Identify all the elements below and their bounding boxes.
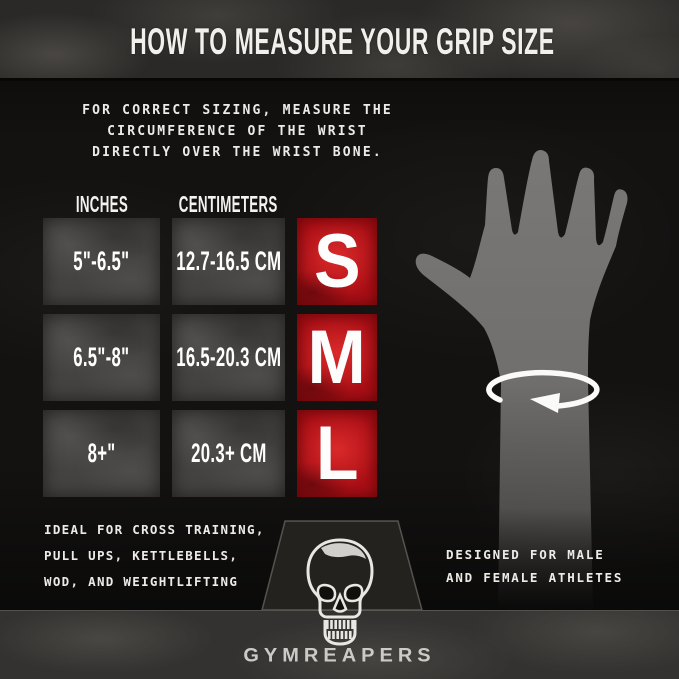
- instruction-line-2: CIRCUMFERENCE OF THE WRIST: [107, 124, 368, 139]
- hand-shape: [415, 150, 628, 610]
- title-banner: [0, 0, 679, 81]
- cell-inches-large: 8+": [43, 410, 160, 497]
- size-chart: INCHES CENTIMETERS 5"-6.5" 12.7-16.5 CM …: [43, 190, 377, 506]
- cell-cm-medium: 16.5-20.3 CM: [172, 314, 285, 401]
- header-size-spacer: [297, 190, 377, 218]
- page-title-text: HOW TO MEASURE YOUR GRIP SIZE: [130, 21, 555, 62]
- use-cases-line-3: WOD, AND WEIGHTLIFTING: [44, 574, 239, 589]
- use-cases-line-1: IDEAL FOR CROSS TRAINING,: [44, 522, 265, 537]
- brand-wordmark: GYMREAPERS: [243, 645, 436, 667]
- logo-backdrop: [261, 520, 423, 610]
- header-centimeters: CENTIMETERS: [179, 190, 278, 217]
- instruction-line-1: FOR CORRECT SIZING, MEASURE THE: [82, 103, 393, 118]
- header-inches: INCHES: [75, 190, 128, 217]
- audience-note: DESIGNED FOR MALE AND FEMALE ATHLETES: [446, 543, 623, 589]
- size-badge-large: L: [297, 410, 377, 497]
- use-cases-line-2: PULL UPS, KETTLEBELLS,: [44, 548, 239, 563]
- table-row: 5"-6.5" 12.7-16.5 CM S: [43, 218, 377, 314]
- skull-logo-icon: [306, 538, 374, 646]
- sizing-instructions: FOR CORRECT SIZING, MEASURE THE CIRCUMFE…: [55, 100, 420, 163]
- page-title: HOW TO MEASURE YOUR GRIP SIZE: [0, 21, 679, 63]
- cell-inches-small: 5"-6.5": [43, 218, 160, 305]
- cell-cm-large: 20.3+ CM: [172, 410, 285, 497]
- use-cases-note: IDEAL FOR CROSS TRAINING, PULL UPS, KETT…: [44, 517, 265, 595]
- audience-line-2: AND FEMALE ATHLETES: [446, 570, 624, 585]
- wrist-measure-arrow-icon: [486, 369, 600, 413]
- size-badge-medium: M: [297, 314, 377, 401]
- audience-line-1: DESIGNED FOR MALE: [446, 547, 605, 562]
- cell-cm-small: 12.7-16.5 CM: [172, 218, 285, 305]
- cell-inches-medium: 6.5"-8": [43, 314, 160, 401]
- instruction-line-3: DIRECTLY OVER THE WRIST BONE.: [92, 145, 383, 160]
- table-row: 6.5"-8" 16.5-20.3 CM M: [43, 314, 377, 410]
- size-badge-small: S: [297, 218, 377, 305]
- table-row: 8+" 20.3+ CM L: [43, 410, 377, 506]
- open-hand-silhouette-icon: [415, 150, 628, 610]
- size-chart-header-row: INCHES CENTIMETERS: [43, 190, 377, 218]
